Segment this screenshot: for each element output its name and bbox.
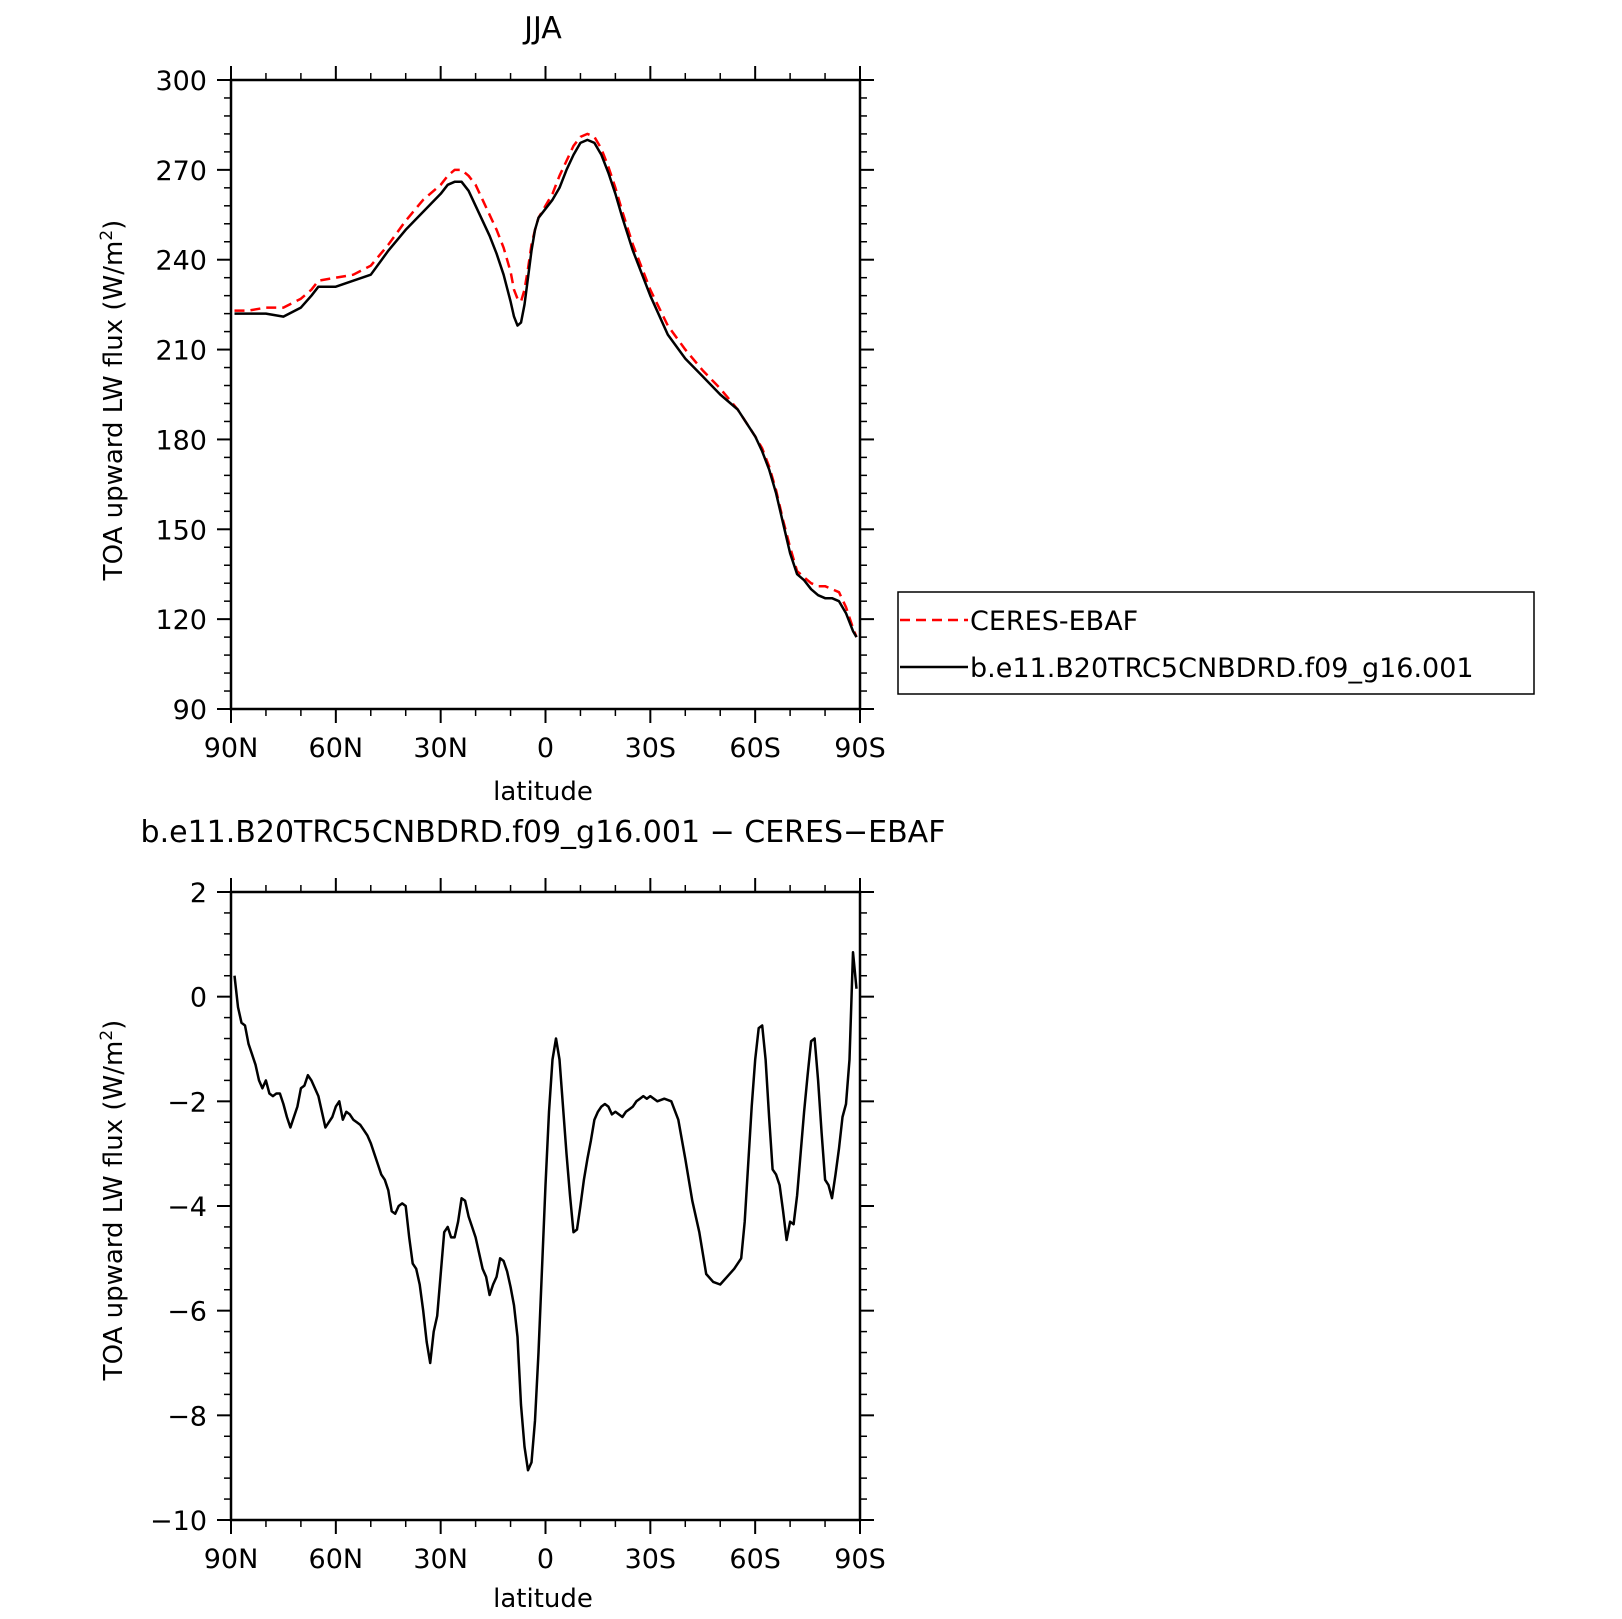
bottom-xtick-label: 90N	[204, 1544, 259, 1575]
top-ytick-label: 180	[155, 425, 207, 456]
bottom-ytick-label: 0	[190, 983, 207, 1014]
bottom-xtick-label: 90S	[834, 1544, 886, 1575]
top-yaxis-label-superscript: 2	[97, 230, 117, 241]
bottom-xtick-label: 60N	[309, 1544, 364, 1575]
bottom-panel: b.e11.B20TRC5CNBDRD.f09_g16.001 − CERES−…	[97, 815, 945, 1614]
bottom-yaxis-label-superscript: 2	[97, 1030, 117, 1041]
top-ytick-label: 300	[155, 66, 207, 97]
bottom-xtick-label: 30S	[625, 1544, 677, 1575]
top-ytick-label: 240	[155, 246, 207, 277]
legend-box	[897, 591, 1535, 695]
top-yaxis-label-main: TOA upward LW flux (W/m	[99, 241, 129, 582]
bottom-ytick-label: −4	[167, 1192, 207, 1223]
top-ytick-label: 120	[155, 605, 207, 636]
bottom-xtick-label: 30N	[413, 1544, 468, 1575]
top-xtick-label: 30N	[413, 733, 468, 764]
bottom-ytick-label: −10	[150, 1506, 207, 1537]
top-yaxis-label: TOA upward LW flux (W/m2)	[97, 220, 129, 582]
top-xtick-label: 30S	[625, 733, 677, 764]
bottom-yaxis-label-suffix: )	[99, 1020, 129, 1030]
bottom-xtick-label: 60S	[729, 1544, 781, 1575]
top-chart-title: JJA	[522, 11, 562, 46]
top-xtick-label: 60N	[309, 733, 364, 764]
legend: CERES-EBAF b.e11.B20TRC5CNBDRD.f09_g16.0…	[897, 591, 1535, 695]
bottom-xaxis-label: latitude	[493, 1584, 593, 1614]
bottom-series-group	[233, 950, 858, 1472]
bottom-ytick-label: 2	[190, 878, 207, 909]
bottom-xtick-label: 0	[537, 1544, 554, 1575]
top-xtick-label: 60S	[729, 733, 781, 764]
top-ytick-label: 150	[155, 515, 207, 546]
top-xtick-label: 90N	[204, 733, 259, 764]
top-axes: 90N 60N 30N 0 30S 60S 90S 90 120 150 180 210 240 270 3…	[155, 66, 886, 764]
bottom-chart-title: b.e11.B20TRC5CNBDRD.f09_g16.001 − CERES−…	[141, 815, 946, 850]
top-xtick-label: 90S	[834, 733, 886, 764]
bottom-ytick-label: −2	[167, 1087, 207, 1118]
bottom-yaxis-label-main: TOA upward LW flux (W/m	[99, 1041, 129, 1382]
top-yaxis-label-suffix: )	[99, 220, 129, 230]
bottom-series-line-0	[233, 950, 858, 1472]
legend-label-model: b.e11.B20TRC5CNBDRD.f09_g16.001	[970, 653, 1474, 684]
top-xtick-label: 0	[537, 733, 554, 764]
top-plot-frame	[229, 78, 862, 711]
bottom-ytick-label: −6	[167, 1297, 207, 1328]
top-panel: JJA 90N 60N 30N 0 30S 60S 90S 90 120 150 180 210 240…	[97, 11, 886, 807]
bottom-axes: 90N 60N 30N 0 30S 60S 90S 2 0 −2 −4 −6 −8 −10	[150, 878, 886, 1575]
top-ytick-label: 270	[155, 156, 207, 187]
legend-label-ceres: CERES-EBAF	[970, 606, 1138, 637]
top-xaxis-label: latitude	[493, 777, 593, 807]
top-ytick-label: 90	[173, 695, 207, 726]
bottom-yaxis-label: TOA upward LW flux (W/m2)	[97, 1020, 129, 1382]
top-series-line-1	[234, 138, 858, 638]
top-ytick-label: 210	[155, 336, 207, 367]
bottom-ytick-label: −8	[167, 1401, 207, 1432]
top-series-group	[234, 132, 858, 638]
